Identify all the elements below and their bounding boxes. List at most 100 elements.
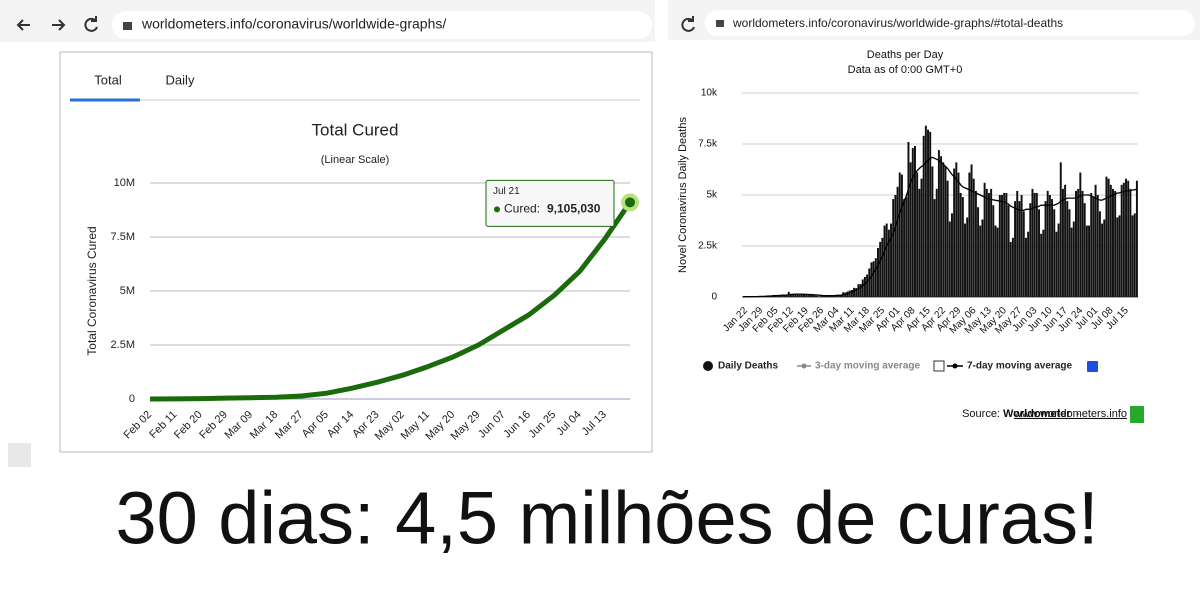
bar [999,195,1001,297]
bar [979,226,981,297]
bar [1034,193,1036,297]
y-tick-label: 0 [711,292,717,303]
source-link[interactable]: www.worldometers.info [1013,408,1127,420]
logo [1130,406,1144,423]
bar [853,288,855,297]
bar [1097,195,1099,297]
bar [958,173,960,297]
bar [1014,201,1016,297]
bar [1064,185,1066,297]
bar [894,195,896,297]
bar [973,179,975,297]
bar [864,277,866,297]
lock-icon [123,22,132,30]
bar [949,222,951,297]
bar [1018,201,1020,297]
legend-label: 3-day moving average [815,361,920,372]
bar [1066,201,1068,297]
y-tick-label: 5k [706,190,718,201]
bar [818,296,820,297]
bar [1134,213,1136,297]
bar [940,156,942,297]
bar [1090,193,1092,297]
bar [1095,185,1097,297]
y-tick-label: 10M [114,177,135,189]
bar [1012,238,1014,297]
bar [1031,189,1033,297]
y-axis-label: Novel Coronavirus Daily Deaths [677,117,689,273]
bar [1055,232,1057,297]
bar [962,197,964,297]
bar [799,295,801,297]
bar [886,224,888,297]
bar [1010,242,1012,297]
bar [955,162,957,297]
bar [1086,226,1088,297]
y-tick-label: 0 [129,393,135,405]
bar [1001,195,1003,297]
bar [1008,205,1010,297]
bar [1071,228,1073,297]
bar [960,193,962,297]
tooltip-value: 9,105,030 [547,202,601,216]
bar [1036,193,1038,297]
bar [990,189,992,297]
legend-swatch [703,361,713,371]
bar [995,226,997,297]
bar [1049,195,1051,297]
bar [1121,185,1123,297]
tab[interactable]: Total [94,72,122,87]
bar [1136,181,1138,297]
bar [934,199,936,297]
bar [1075,191,1077,297]
bar [897,187,899,297]
bar [914,146,916,297]
bar [1038,209,1040,297]
bar [857,284,859,297]
bar [1132,215,1134,297]
bar [912,148,914,297]
y-tick-label: 10k [701,88,718,99]
legend-label: 7-day moving average [967,361,1072,372]
bar [1114,191,1116,297]
bar [1025,238,1027,297]
chart-subtitle: (Linear Scale) [321,154,389,166]
bar [901,175,903,297]
tab[interactable]: Daily [166,72,195,87]
y-tick-label: 5M [120,285,135,297]
legend-checkbox[interactable] [1087,361,1098,372]
lock-icon [716,20,724,27]
bar [977,207,979,297]
bar [981,219,983,297]
bar [907,142,909,297]
bar [975,191,977,297]
legend-swatch [802,364,807,369]
bar [925,126,927,297]
bar [1084,203,1086,297]
bar [1045,201,1047,297]
bar [971,164,973,297]
y-tick-label: 7.5k [698,139,718,150]
bar [1103,219,1105,297]
bar [992,205,994,297]
bar [816,296,818,297]
bar [988,193,990,297]
bar [953,168,955,297]
url: worldometers.info/coronavirus/worldwide-… [141,16,446,32]
bar [968,173,970,297]
chart-title: Deaths per Day [867,49,944,61]
bar [1029,203,1031,297]
bar [862,279,864,297]
bar [1123,183,1125,297]
tooltip-label: Cured: [504,202,540,216]
bar [1119,215,1121,297]
bar [1077,189,1079,297]
bar [1005,193,1007,297]
bar [944,166,946,297]
bar [1027,232,1029,297]
bar [997,228,999,297]
bar [923,136,925,297]
bar [1016,191,1018,297]
bar [931,166,933,297]
